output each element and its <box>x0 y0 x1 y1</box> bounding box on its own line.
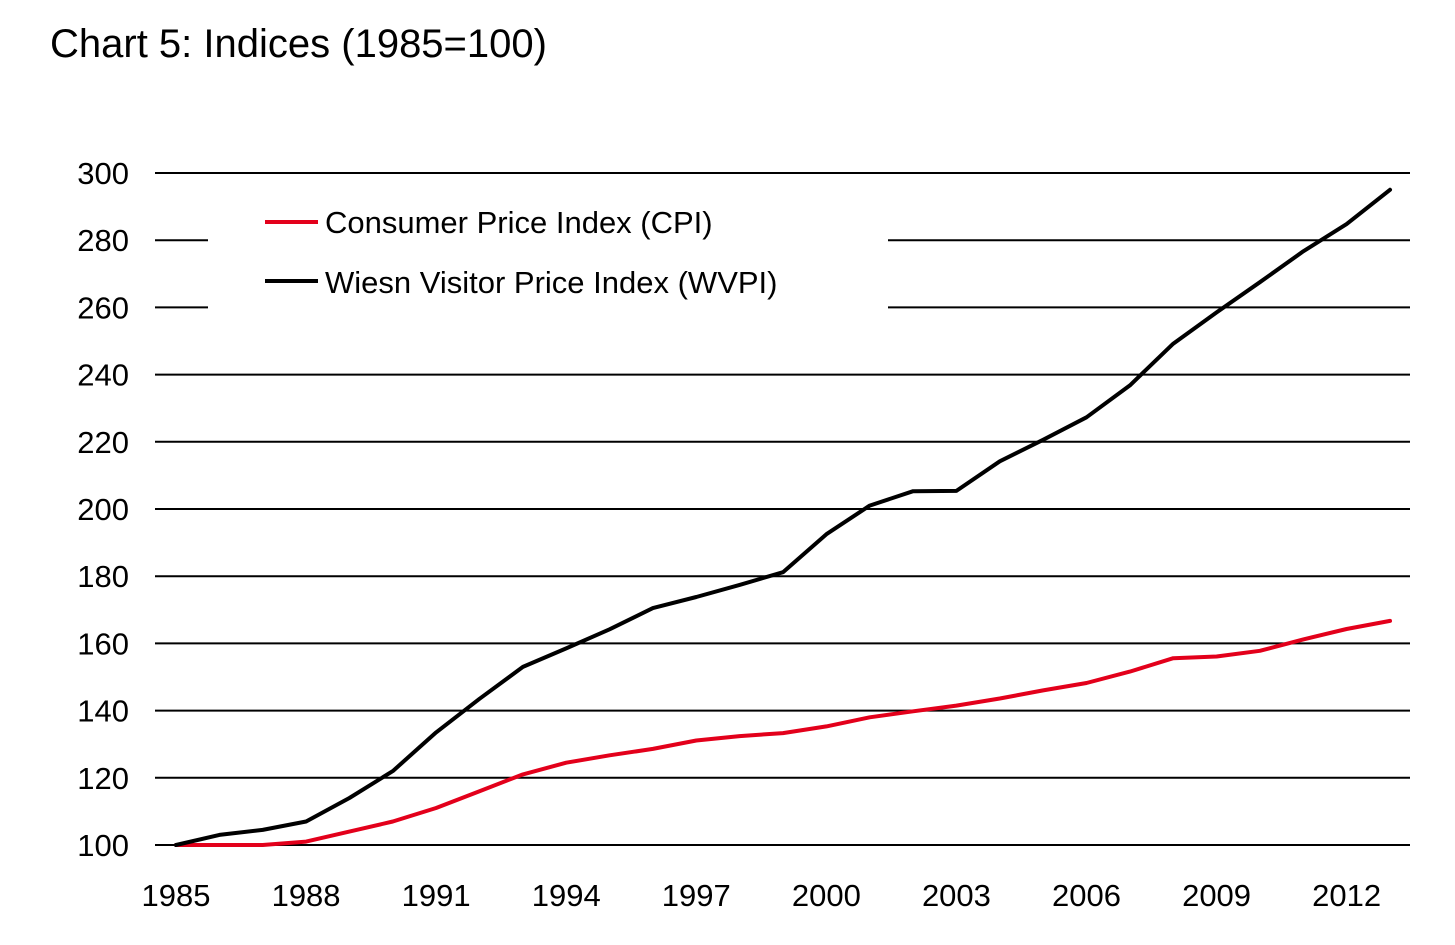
chart-title: Chart 5: Indices (1985=100) <box>50 22 547 66</box>
x-tick-label: 2009 <box>1182 878 1251 913</box>
series-line-wvpi <box>174 187 1392 847</box>
x-tick-label: 1997 <box>662 878 731 913</box>
legend-label-wvpi: Wiesn Visitor Price Index (WVPI) <box>325 265 777 300</box>
x-tick-label: 1991 <box>402 878 471 913</box>
x-tick-label: 1994 <box>532 878 601 913</box>
x-tick-label: 2000 <box>792 878 861 913</box>
legend-label-cpi: Consumer Price Index (CPI) <box>325 205 713 240</box>
y-tick-label: 140 <box>77 694 129 729</box>
y-axis-tick-labels: 100 120 140 160 180 200 220 240 260 280 300 <box>77 156 129 863</box>
x-tick-label: 1985 <box>142 878 211 913</box>
x-tick-label: 2012 <box>1312 878 1381 913</box>
legend-item-cpi: Consumer Price Index (CPI) <box>265 205 713 240</box>
y-tick-label: 280 <box>77 223 129 258</box>
y-tick-label: 300 <box>77 156 129 191</box>
series-lines <box>174 187 1392 847</box>
x-tick-label: 2003 <box>922 878 991 913</box>
x-axis-tick-labels: 1985 1988 1991 1994 1997 2000 2003 2006 2009 2012 <box>142 878 1382 913</box>
x-tick-label: 2006 <box>1052 878 1121 913</box>
x-tick-label: 1988 <box>272 878 341 913</box>
y-tick-label: 260 <box>77 290 129 325</box>
y-tick-label: 160 <box>77 626 129 661</box>
legend: Consumer Price Index (CPI) Wiesn Visitor… <box>265 205 777 300</box>
legend-background <box>208 196 888 314</box>
y-tick-label: 120 <box>77 761 129 796</box>
y-tick-label: 100 <box>77 828 129 863</box>
y-tick-label: 240 <box>77 358 129 393</box>
series-line-cpi <box>174 618 1392 847</box>
legend-item-wvpi: Wiesn Visitor Price Index (WVPI) <box>265 265 777 300</box>
y-tick-label: 180 <box>77 559 129 594</box>
y-tick-label: 200 <box>77 492 129 527</box>
y-tick-label: 220 <box>77 425 129 460</box>
